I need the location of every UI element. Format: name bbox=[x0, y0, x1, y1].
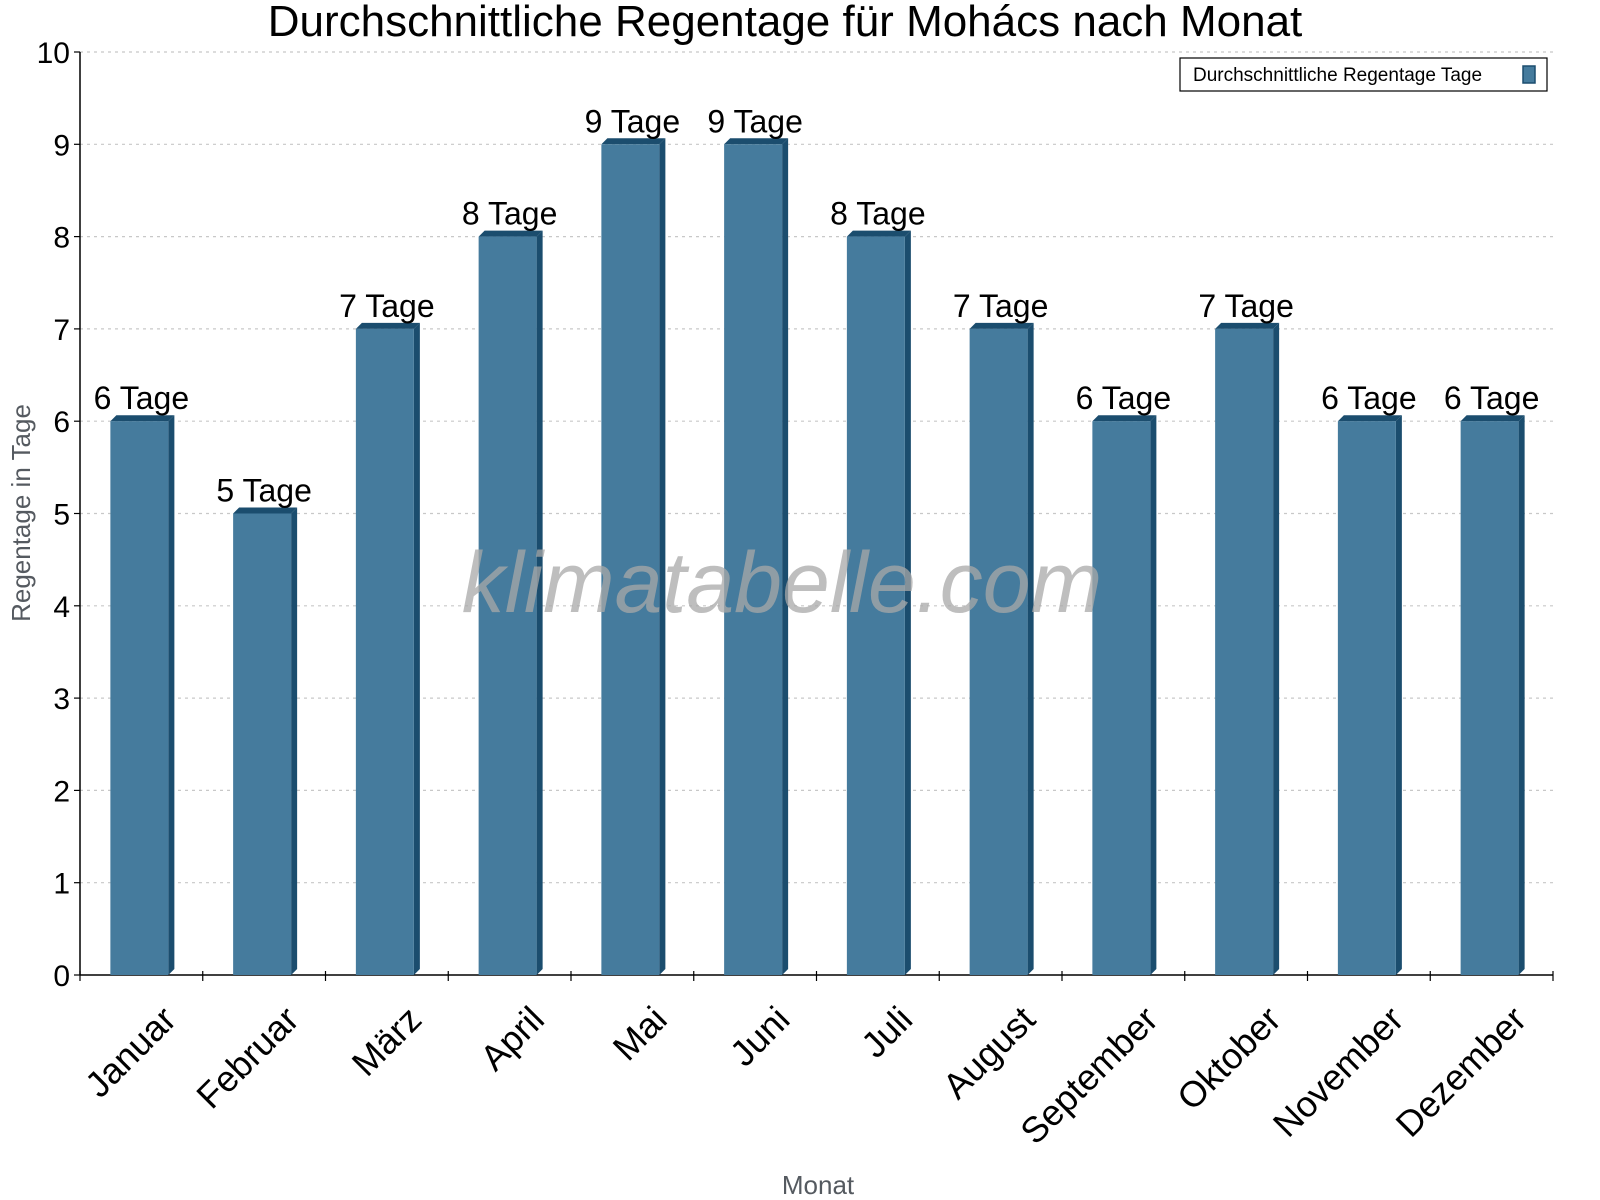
bar bbox=[601, 138, 666, 976]
y-tick-label: 5 bbox=[53, 499, 70, 532]
bar-value-label: 7 Tage bbox=[339, 288, 435, 324]
y-axis: 0 1 2 3 4 5 6 7 8 9 10 bbox=[37, 37, 81, 993]
x-category-label: Dezember bbox=[1388, 998, 1534, 1144]
gridlines bbox=[80, 51, 1553, 884]
bar bbox=[355, 322, 420, 975]
chart-title: Durchschnittliche Regentage für Mohács n… bbox=[268, 0, 1303, 46]
y-tick-label: 0 bbox=[53, 960, 70, 993]
bar-value-label: 7 Tage bbox=[1198, 288, 1294, 324]
y-axis-title: Regentage in Tage bbox=[6, 404, 36, 622]
bar-value-label: 6 Tage bbox=[1444, 380, 1540, 416]
bar bbox=[846, 230, 911, 976]
x-category-label: Juli bbox=[853, 998, 920, 1065]
bar bbox=[1092, 415, 1157, 975]
bar-value-label: 6 Tage bbox=[1321, 380, 1417, 416]
bar bbox=[1460, 415, 1525, 975]
bar bbox=[478, 230, 543, 976]
bar bbox=[110, 415, 175, 975]
y-tick-label: 7 bbox=[53, 314, 70, 347]
x-category-label: Februar bbox=[188, 998, 306, 1116]
x-category-label: Oktober bbox=[1169, 998, 1289, 1118]
bar-value-label: 9 Tage bbox=[707, 103, 803, 139]
x-category-label: April bbox=[472, 998, 552, 1078]
legend-label: Durchschnittliche Regentage Tage bbox=[1193, 65, 1482, 86]
bar-value-label: 7 Tage bbox=[953, 288, 1049, 324]
bar bbox=[233, 507, 298, 975]
y-tick-label: 9 bbox=[53, 129, 70, 162]
y-tick-label: 1 bbox=[53, 868, 70, 901]
y-tick-label: 4 bbox=[53, 591, 70, 624]
y-tick-label: 2 bbox=[53, 775, 70, 808]
y-tick-label: 8 bbox=[53, 222, 70, 255]
watermark: klimatabelle.com bbox=[462, 535, 1102, 631]
bar bbox=[969, 322, 1034, 975]
bar-series bbox=[110, 138, 1525, 976]
x-category-label: Mai bbox=[605, 998, 675, 1068]
legend: Durchschnittliche Regentage Tage bbox=[1179, 57, 1548, 92]
legend-swatch-icon bbox=[1522, 65, 1536, 84]
bar-value-label: 9 Tage bbox=[585, 103, 681, 139]
y-tick-label: 6 bbox=[53, 406, 70, 439]
x-category-label: August bbox=[935, 998, 1043, 1106]
x-axis: Januar Februar März April Mai Juni Juli AugustS… bbox=[77, 971, 1554, 1152]
y-tick-label: 3 bbox=[53, 683, 70, 716]
bar-value-label: 8 Tage bbox=[830, 196, 926, 232]
x-axis-title: Monat bbox=[782, 1170, 855, 1200]
x-category-label: Juni bbox=[722, 998, 798, 1074]
x-category-label: März bbox=[344, 998, 430, 1084]
bar-value-label: 6 Tage bbox=[94, 380, 190, 416]
bar-value-label: 5 Tage bbox=[216, 473, 312, 509]
bar-value-label: 8 Tage bbox=[462, 196, 558, 232]
bar-value-label: 6 Tage bbox=[1076, 380, 1172, 416]
bar bbox=[1215, 322, 1280, 975]
x-category-label: Januar bbox=[77, 998, 184, 1105]
bar bbox=[1337, 415, 1402, 975]
y-tick-label: 10 bbox=[37, 37, 70, 70]
bar bbox=[724, 138, 789, 976]
x-category-label: November bbox=[1265, 998, 1411, 1144]
value-labels: 6 Tage 5 Tage 7 Tage 8 Tage 9 Tage 9 Tage 8 Ta… bbox=[94, 103, 1540, 508]
